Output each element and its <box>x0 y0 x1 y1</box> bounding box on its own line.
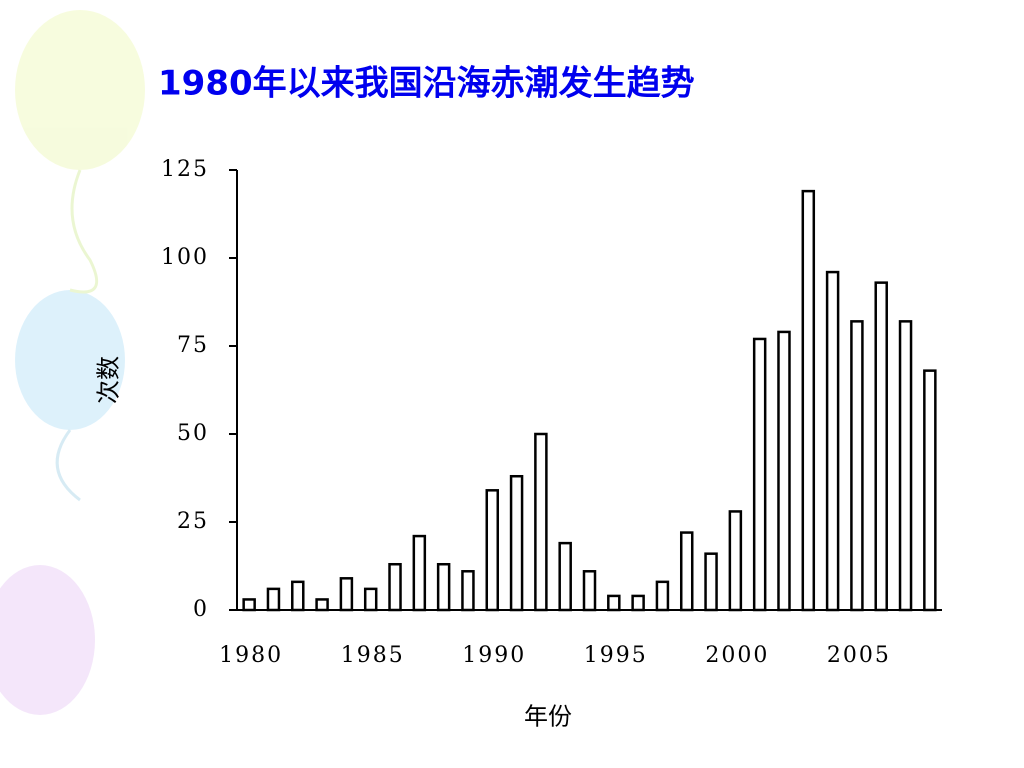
x-tick-label: 2005 <box>827 643 891 668</box>
bar <box>291 580 305 612</box>
bar <box>485 489 500 612</box>
bar <box>752 337 767 612</box>
x-tick-label: 1980 <box>219 643 283 668</box>
bar <box>874 281 888 612</box>
bar <box>923 369 937 612</box>
bar <box>679 531 694 612</box>
bar <box>825 270 840 612</box>
x-tick-label: 1985 <box>341 643 405 668</box>
bar <box>242 598 256 612</box>
background-decoration <box>0 10 145 715</box>
bar <box>558 541 572 612</box>
y-tick-label: 125 <box>161 157 209 182</box>
bar <box>266 587 281 612</box>
x-tick-label: 1995 <box>584 643 648 668</box>
bar <box>728 510 743 612</box>
bar <box>850 320 864 612</box>
bar <box>412 534 427 612</box>
balloon <box>15 290 125 430</box>
bar <box>801 189 816 612</box>
bar <box>607 594 621 612</box>
bar <box>777 330 791 612</box>
bar <box>631 594 645 612</box>
y-tick-label: 50 <box>177 421 209 446</box>
bar <box>388 562 402 612</box>
x-axis-title: 年份 <box>524 703 572 731</box>
y-tick-label: 25 <box>177 509 209 534</box>
string <box>69 169 99 294</box>
bar <box>534 432 548 612</box>
bar <box>363 587 378 612</box>
bar <box>315 598 329 612</box>
bar <box>436 562 451 612</box>
balloon <box>15 10 145 170</box>
bar <box>898 320 913 612</box>
y-tick-label: 75 <box>177 333 209 358</box>
y-axis-title: 次数 <box>95 356 123 404</box>
string <box>55 429 81 502</box>
bar <box>509 474 524 612</box>
bar <box>339 577 354 612</box>
bar <box>461 570 475 612</box>
plot: 0 25 50 75 100 125 1980 1985 1990 1995 2000 2005 <box>161 157 942 668</box>
chart-title: 1980年以来我国沿海赤潮发生趋势 <box>158 64 695 104</box>
bar <box>582 570 597 612</box>
balloon <box>0 565 95 715</box>
x-tick-label: 1990 <box>462 643 526 668</box>
y-tick-label: 0 <box>193 597 209 622</box>
bar <box>655 580 670 612</box>
y-tick-label: 100 <box>161 245 209 270</box>
bar <box>704 552 718 612</box>
x-tick-label: 2000 <box>705 643 769 668</box>
